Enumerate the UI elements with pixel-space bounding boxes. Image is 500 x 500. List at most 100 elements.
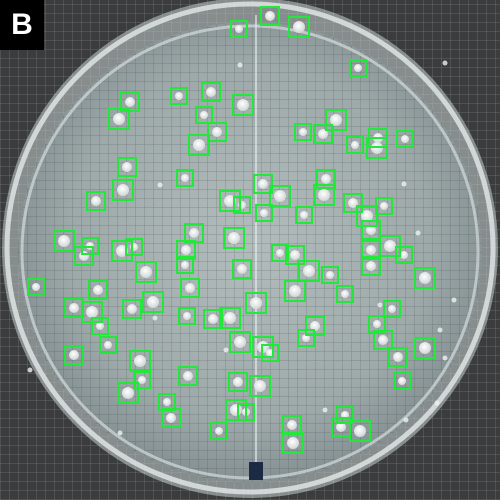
colony (122, 162, 132, 172)
detection-box (395, 246, 413, 264)
detection-box (108, 108, 130, 130)
colony (258, 179, 268, 189)
detection-box (321, 266, 339, 284)
colony (122, 387, 134, 399)
speck (442, 60, 448, 66)
detection-box (201, 82, 221, 102)
speck (451, 297, 457, 303)
detection-box (228, 372, 248, 392)
colony (378, 335, 388, 345)
detection-box (207, 122, 227, 142)
colony (212, 127, 222, 137)
colony (401, 135, 409, 143)
colony (193, 139, 205, 151)
colony (181, 245, 191, 255)
speck (237, 62, 243, 68)
colony (104, 341, 112, 349)
colony (235, 25, 243, 33)
speck (437, 327, 443, 333)
colony (181, 174, 189, 182)
detection-box (176, 169, 194, 187)
detection-box (249, 375, 271, 397)
colony (336, 422, 346, 432)
detection-box (86, 191, 106, 211)
detection-box (356, 205, 378, 227)
colony (330, 114, 342, 126)
colony (113, 113, 125, 125)
detection-box (361, 220, 381, 240)
detection-box (305, 316, 325, 336)
colony (138, 376, 146, 384)
panel-label: B (0, 0, 44, 50)
colony (200, 111, 208, 119)
colony (354, 64, 362, 72)
colony (380, 202, 388, 210)
detection-box (180, 278, 200, 298)
colony (32, 283, 40, 291)
detection-box (349, 59, 367, 77)
detection-box (388, 347, 408, 367)
detection-box (125, 238, 143, 256)
colony (361, 210, 373, 222)
detection-box (210, 422, 228, 440)
colony (127, 304, 137, 314)
detection-box (170, 87, 188, 105)
colony (354, 425, 366, 437)
detection-box (195, 106, 213, 124)
detection-box (232, 259, 252, 279)
speck (322, 407, 328, 413)
colony (321, 174, 331, 184)
colony (117, 184, 129, 196)
detection-box (135, 261, 157, 283)
speck (27, 367, 33, 373)
colony (260, 209, 268, 217)
colony (366, 225, 376, 235)
detection-box (260, 6, 280, 26)
colony (147, 296, 159, 308)
detection-box (233, 196, 251, 214)
speck (223, 347, 229, 353)
detection-box (91, 317, 109, 335)
colony (388, 305, 396, 313)
detection-box (336, 406, 354, 424)
detection-box (237, 403, 255, 421)
detection-box (112, 179, 134, 201)
colony (181, 261, 189, 269)
detection-box (393, 372, 411, 390)
detection-box (133, 371, 151, 389)
detection-box (316, 169, 336, 189)
colony (303, 265, 315, 277)
colony (86, 306, 98, 318)
detection-box (285, 245, 305, 265)
detection-box-layer (27, 6, 436, 454)
detection-box (325, 109, 347, 131)
detection-box (313, 184, 335, 206)
colony (189, 228, 199, 238)
detection-box (230, 20, 248, 38)
speck (434, 400, 440, 406)
speck (403, 417, 409, 423)
speck (442, 355, 448, 361)
speck (117, 430, 123, 436)
detection-box (343, 193, 363, 213)
colony (183, 312, 191, 320)
detection-box (253, 174, 273, 194)
detection-box (161, 408, 181, 428)
detection-box (219, 307, 241, 329)
speck (152, 315, 158, 321)
detection-box (178, 307, 196, 325)
detection-box (295, 206, 313, 224)
colony (318, 129, 328, 139)
colony (289, 285, 301, 297)
detection-box (122, 299, 142, 319)
colony (299, 128, 307, 136)
colony (398, 377, 406, 385)
colony (96, 322, 104, 330)
detection-box (346, 136, 364, 154)
detection-box (176, 240, 196, 260)
detection-box (383, 300, 401, 318)
colony (400, 251, 408, 259)
colony (351, 141, 359, 149)
speck (401, 181, 407, 187)
